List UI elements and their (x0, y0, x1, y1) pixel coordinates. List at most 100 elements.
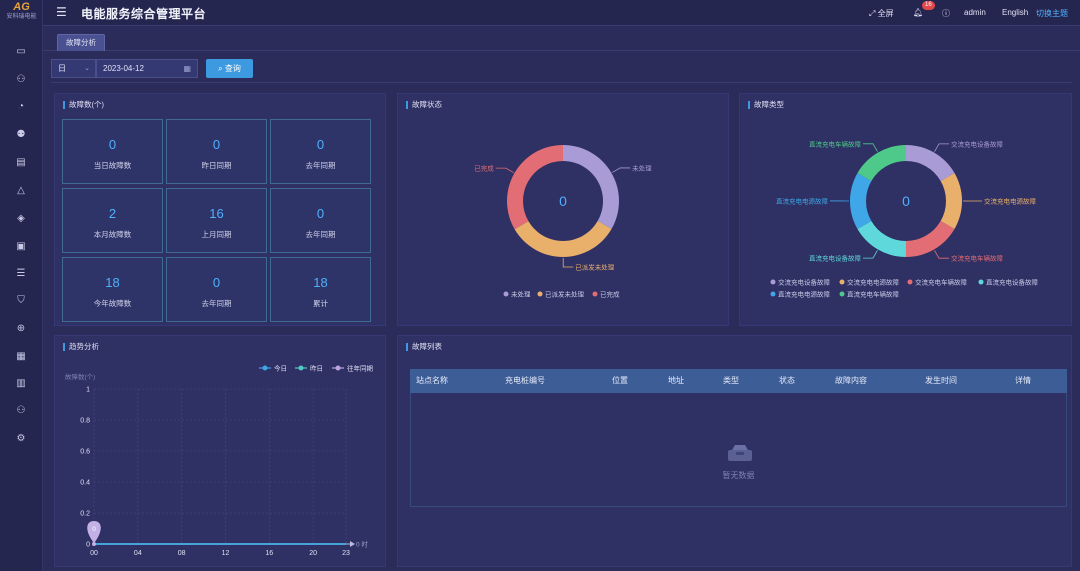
shield-icon[interactable]: ⛉ (17, 295, 25, 306)
legend-swatch[interactable] (907, 279, 913, 285)
server-icon[interactable]: ▥ (16, 378, 26, 389)
slice-label: 直流充电设备故障 (809, 254, 862, 263)
donut-slice[interactable] (507, 145, 563, 230)
target-icon[interactable]: ⊕ (16, 323, 26, 334)
fault-type-panel: 故障类型 交流充电设备故障 交流充电电源故障 交流充电车辆故障 直流充电设备故障 直流充… (739, 93, 1072, 326)
tab-bar: 故障分析 (43, 26, 1080, 51)
report-icon[interactable]: ▦ (16, 351, 26, 362)
donut-slice[interactable] (514, 220, 612, 257)
donut-slice[interactable] (563, 145, 619, 229)
donut-slice[interactable] (850, 172, 872, 229)
users-icon[interactable]: ⚉ (16, 129, 26, 140)
legend-label[interactable]: 已完成 (600, 289, 620, 298)
org-icon[interactable]: ⚇ (16, 405, 26, 416)
y-tick-label: 0.8 (80, 418, 90, 425)
stat-card: 16 上月同期 (166, 188, 267, 253)
fault-status-panel: 故障状态 未处理 已派发未处理 已完成 0 未处理 已派发未处理 已完成 (397, 93, 729, 326)
legend-swatch[interactable] (537, 291, 543, 297)
legend-label[interactable]: 直流充电车辆故障 (847, 289, 900, 298)
legend-swatch[interactable] (839, 279, 845, 285)
legend-swatch[interactable] (262, 365, 268, 371)
pie-chart-icon[interactable]: ◔ (17, 101, 25, 112)
legend-swatch[interactable] (978, 279, 984, 285)
y-axis-label: 故障数(个) (65, 372, 95, 381)
period-value: 日 (58, 64, 66, 73)
tab-fault-analysis[interactable]: 故障分析 (57, 34, 105, 51)
date-picker[interactable]: 2023-04-12 ▦ (96, 59, 198, 78)
col-station-name: 站点名称 (416, 376, 448, 385)
legend-swatch[interactable] (770, 279, 776, 285)
legend-swatch[interactable] (503, 291, 509, 297)
stat-value: 18 (313, 275, 328, 290)
warning-icon[interactable]: △ (17, 185, 25, 196)
topbar: ☰ 电能服务综合管理平台 ⤢ 全屏 🔔︎ 16 ⓘ admin English … (43, 0, 1080, 26)
leader-line (562, 257, 574, 268)
fullscreen-button[interactable]: ⤢ 全屏 (869, 9, 894, 18)
legend-label[interactable]: 往年同期 (347, 364, 374, 373)
legend-swatch[interactable] (335, 365, 341, 371)
stat-value: 0 (212, 137, 221, 152)
document-icon[interactable]: ▤ (16, 157, 26, 168)
donut-slice[interactable] (857, 220, 906, 257)
x-tick-label: 12 (222, 550, 230, 557)
donut-slice[interactable] (857, 145, 906, 181)
layers-icon[interactable]: ◈ (17, 213, 25, 224)
bell-icon[interactable]: 🔔︎ (913, 8, 924, 17)
legend-swatch[interactable] (839, 291, 845, 297)
legend-swatch[interactable] (592, 291, 598, 297)
legend-label[interactable]: 今日 (274, 364, 287, 373)
x-tick-label: 23 (342, 550, 350, 557)
search-icon: ⌕ (218, 64, 223, 73)
legend-label[interactable]: 交流充电设备故障 (778, 277, 831, 286)
user-menu[interactable]: admin (964, 8, 986, 17)
stat-value: 0 (108, 137, 117, 152)
col-status: 状态 (779, 376, 795, 385)
slice-label: 交流充电车辆故障 (951, 254, 1004, 263)
monitor-icon[interactable]: ▭ (16, 46, 26, 57)
leader-line (495, 167, 514, 173)
sliders-icon[interactable]: ☰ (16, 268, 26, 279)
logo-text: 安科瑞电能 (6, 14, 37, 20)
period-select[interactable]: 日 ⌄ (51, 59, 96, 78)
stat-label: 去年同期 (305, 230, 336, 239)
query-label: 查询 (224, 64, 241, 73)
y-tick-label: 0.6 (80, 449, 90, 456)
language-switch[interactable]: English (1002, 8, 1029, 17)
marker-label: 0 (92, 526, 96, 533)
legend-label[interactable]: 交流充电电源故障 (847, 277, 900, 286)
data-point[interactable] (92, 542, 96, 546)
data-marker[interactable] (87, 521, 101, 543)
col-detail: 详情 (1015, 376, 1031, 385)
legend-label[interactable]: 直流充电设备故障 (986, 277, 1039, 286)
fault-type-title: 故障类型 (748, 101, 784, 109)
x-axis-arrow (350, 541, 355, 547)
empty-box-icon (728, 445, 752, 461)
legend-label[interactable]: 已派发未处理 (545, 289, 585, 298)
legend-label[interactable]: 交流充电车辆故障 (915, 277, 968, 286)
menu-toggle-icon[interactable]: ☰ (56, 5, 67, 19)
legend-label[interactable]: 昨日 (310, 364, 323, 373)
gear-icon[interactable]: ⚙ (16, 433, 26, 444)
legend-swatch[interactable] (770, 291, 776, 297)
legend-swatch[interactable] (298, 365, 304, 371)
topology-icon[interactable]: ⚇ (16, 74, 26, 85)
x-tick-label: 16 (265, 550, 273, 557)
leader-line (934, 250, 949, 259)
fault-count-title: 故障数(个) (63, 101, 104, 109)
help-icon[interactable]: ⓘ (942, 9, 950, 18)
trend-panel: 趋势分析 故障数(个) 1 0.8 0.6 0.4 0.2 0 00 04 08 12 16 20 23 0… (54, 335, 386, 567)
donut-slice[interactable] (906, 145, 955, 182)
donut-slice[interactable] (905, 221, 955, 257)
y-tick-label: 0 (86, 542, 90, 549)
donut-slice[interactable] (940, 173, 962, 230)
stat-card: 0 当日故障数 (62, 119, 163, 184)
stat-value: 0 (316, 206, 325, 221)
legend-label[interactable]: 未处理 (511, 289, 531, 298)
gift-icon[interactable]: ▣ (16, 241, 26, 252)
query-button[interactable]: ⌕ 查询 (206, 59, 253, 78)
theme-switch[interactable]: 切换主题 (1036, 9, 1068, 18)
leader-line (862, 250, 878, 259)
legend-label[interactable]: 直流充电电源故障 (778, 289, 831, 298)
x-tick-label: 04 (134, 550, 142, 557)
slice-label: 直流充电车辆故障 (809, 139, 862, 148)
